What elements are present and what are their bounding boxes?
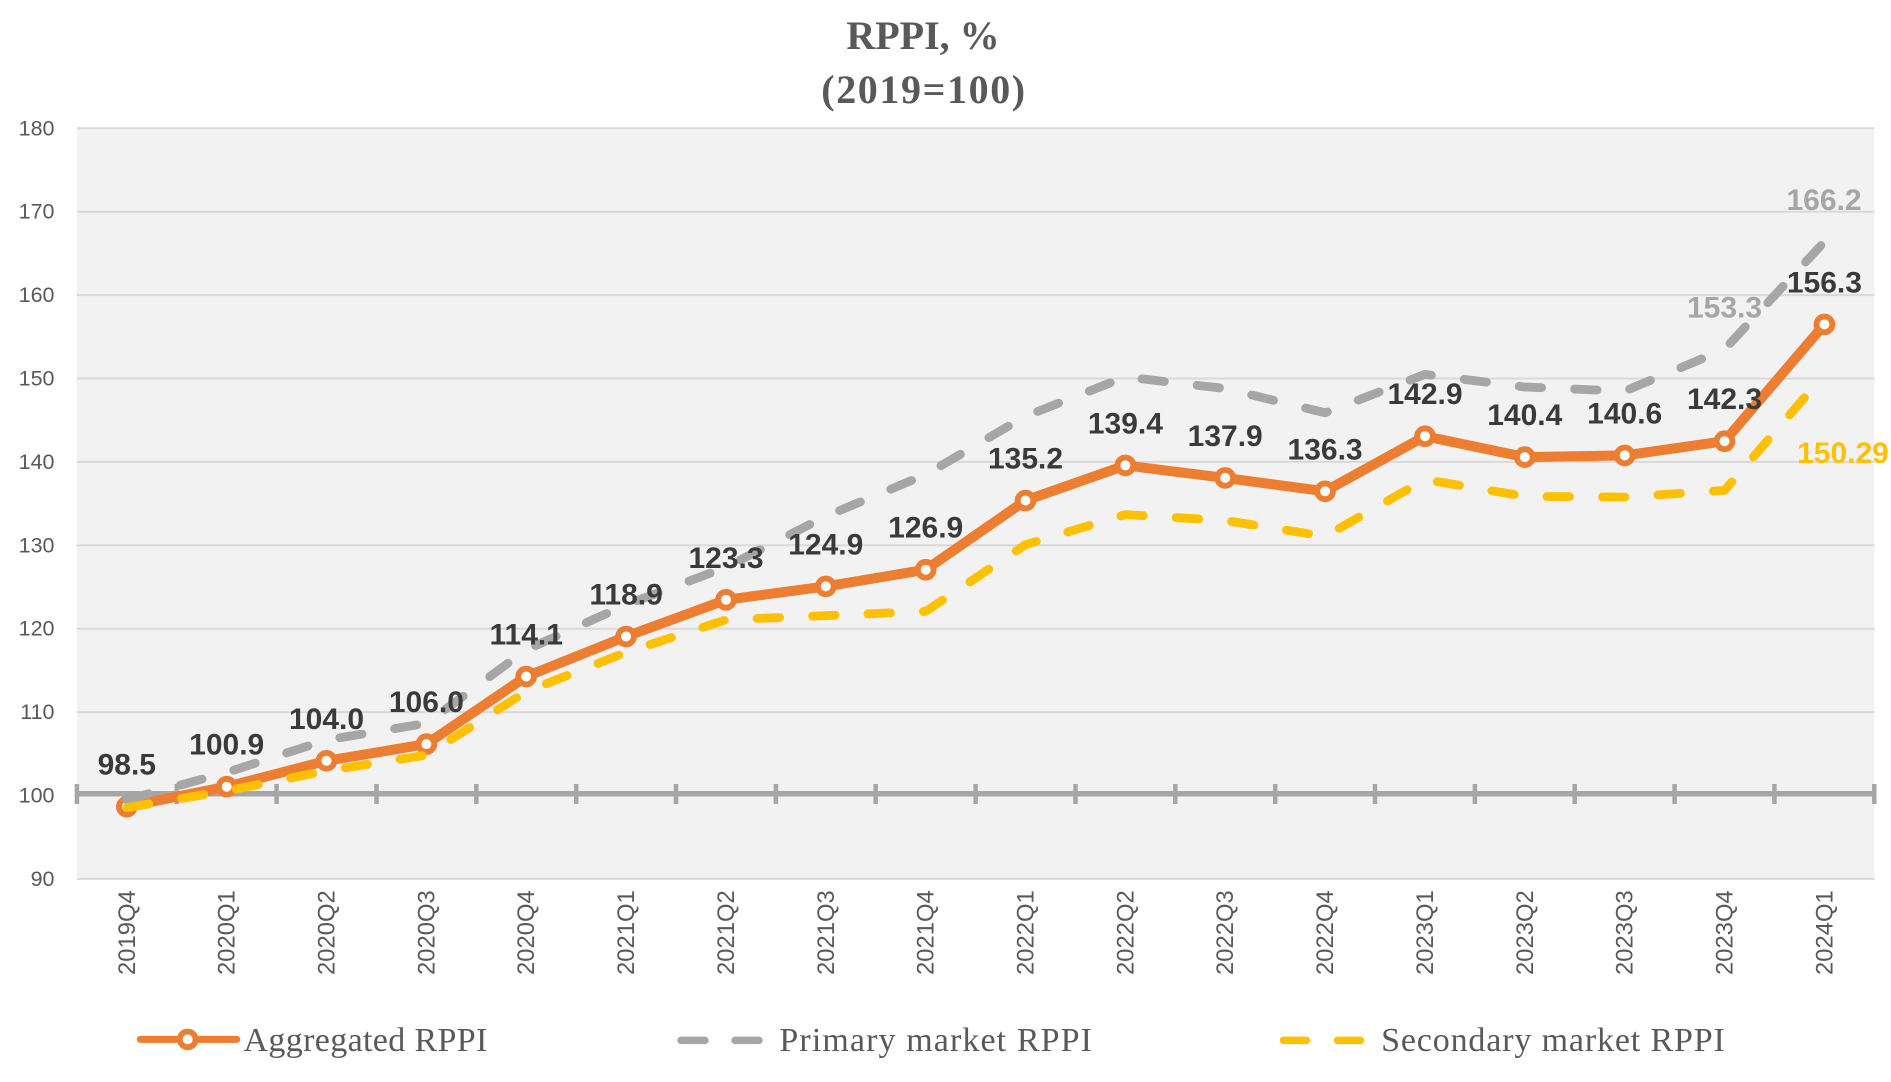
- svg-text:2023Q1: 2023Q1: [1412, 890, 1439, 975]
- svg-text:Aggregated RPPI: Aggregated RPPI: [244, 1022, 488, 1059]
- svg-text:2020Q3: 2020Q3: [413, 890, 440, 975]
- svg-text:100: 100: [19, 784, 55, 808]
- svg-text:166.2: 166.2: [1786, 184, 1861, 217]
- svg-text:98.5: 98.5: [98, 749, 156, 782]
- svg-text:Secondary market RPPI: Secondary market RPPI: [1381, 1022, 1726, 1059]
- svg-text:120: 120: [19, 617, 55, 641]
- svg-text:2021Q3: 2021Q3: [813, 890, 840, 975]
- svg-text:180: 180: [19, 116, 55, 140]
- svg-text:2019Q4: 2019Q4: [114, 890, 141, 975]
- svg-text:2020Q2: 2020Q2: [314, 890, 341, 975]
- svg-text:100.9: 100.9: [189, 729, 264, 762]
- svg-text:110: 110: [20, 700, 54, 724]
- svg-text:160: 160: [19, 283, 55, 307]
- svg-text:106.0: 106.0: [389, 686, 464, 719]
- svg-text:130: 130: [19, 533, 55, 557]
- svg-text:2023Q3: 2023Q3: [1612, 890, 1639, 975]
- svg-text:170: 170: [19, 200, 55, 224]
- svg-text:140: 140: [19, 450, 55, 474]
- svg-text:140.4: 140.4: [1487, 399, 1562, 432]
- svg-text:2020Q1: 2020Q1: [214, 890, 241, 975]
- svg-text:156.3: 156.3: [1787, 266, 1862, 299]
- svg-text:2023Q4: 2023Q4: [1712, 890, 1739, 975]
- svg-text:2024Q1: 2024Q1: [1811, 890, 1838, 975]
- svg-text:123.3: 123.3: [688, 542, 763, 575]
- svg-text:2020Q4: 2020Q4: [513, 890, 540, 975]
- svg-text:137.9: 137.9: [1188, 420, 1263, 453]
- svg-text:2022Q4: 2022Q4: [1312, 890, 1339, 975]
- svg-text:(2019=100): (2019=100): [821, 67, 1026, 112]
- svg-text:142.9: 142.9: [1387, 378, 1462, 411]
- svg-text:2021Q1: 2021Q1: [613, 890, 640, 975]
- svg-text:150: 150: [19, 367, 55, 391]
- svg-text:142.3: 142.3: [1687, 383, 1762, 416]
- svg-text:136.3: 136.3: [1288, 433, 1363, 466]
- svg-text:124.9: 124.9: [788, 528, 863, 561]
- svg-text:90: 90: [31, 867, 55, 891]
- svg-text:139.4: 139.4: [1088, 407, 1163, 440]
- svg-text:RPPI, %: RPPI, %: [846, 13, 999, 58]
- svg-text:2023Q2: 2023Q2: [1512, 890, 1539, 975]
- svg-text:2022Q1: 2022Q1: [1013, 890, 1040, 975]
- svg-text:126.9: 126.9: [888, 512, 963, 545]
- svg-text:153.3: 153.3: [1687, 291, 1762, 324]
- svg-text:Primary market RPPI: Primary market RPPI: [779, 1022, 1093, 1059]
- svg-text:118.9: 118.9: [589, 579, 662, 612]
- svg-text:2021Q2: 2021Q2: [713, 890, 740, 975]
- svg-text:135.2: 135.2: [988, 443, 1063, 476]
- svg-text:2022Q2: 2022Q2: [1112, 890, 1139, 975]
- svg-text:114.1: 114.1: [489, 619, 562, 652]
- svg-text:140.6: 140.6: [1587, 397, 1662, 430]
- svg-text:2021Q4: 2021Q4: [913, 890, 940, 975]
- svg-text:150.29: 150.29: [1797, 437, 1889, 470]
- svg-text:104.0: 104.0: [289, 703, 364, 736]
- svg-text:2022Q3: 2022Q3: [1212, 890, 1239, 975]
